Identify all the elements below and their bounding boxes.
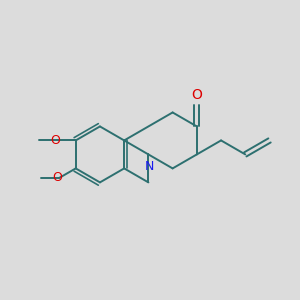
Text: O: O [50, 134, 60, 147]
Text: O: O [191, 88, 202, 102]
Text: N: N [145, 160, 154, 173]
Text: O: O [53, 172, 63, 184]
